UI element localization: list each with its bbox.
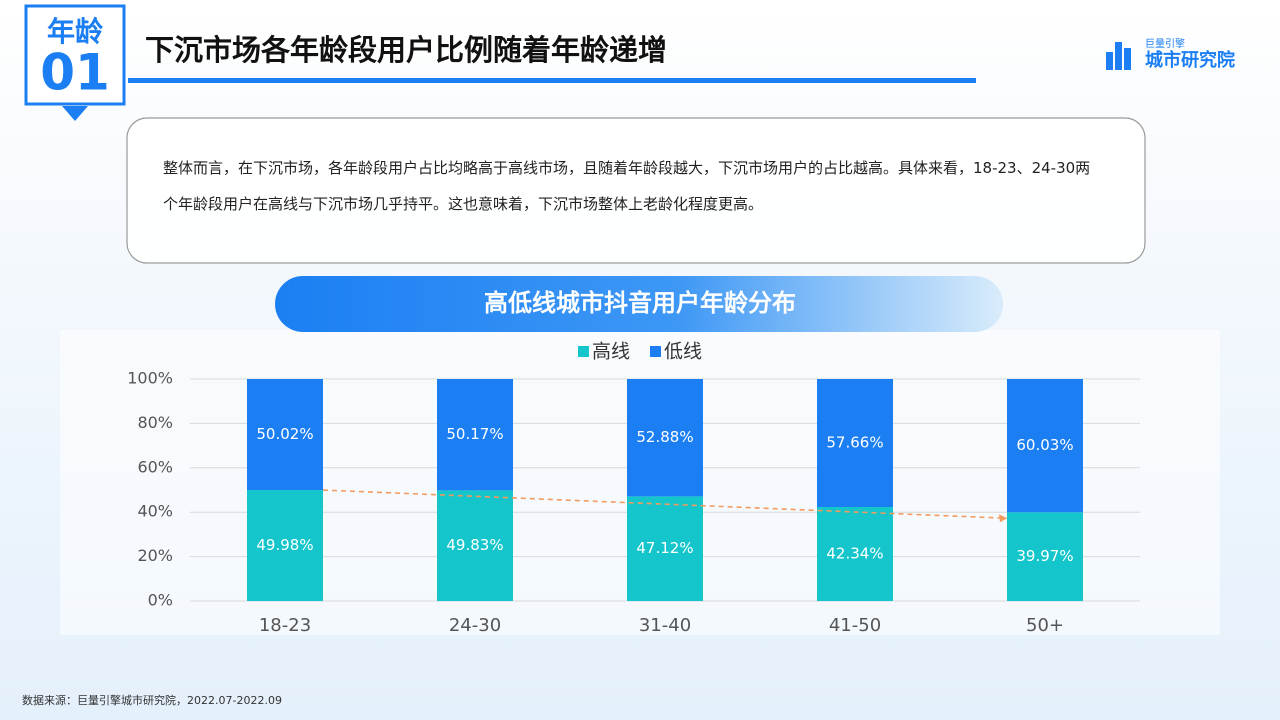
y-tick-label: 0% <box>148 591 173 610</box>
value-label: 60.03% <box>1016 436 1073 454</box>
value-label: 39.97% <box>1016 547 1073 565</box>
x-tick-label: 18-23 <box>259 615 311 636</box>
y-tick-label: 40% <box>137 502 173 521</box>
legend-swatch <box>650 346 661 357</box>
value-label: 50.02% <box>256 425 313 443</box>
badge-box <box>24 4 126 106</box>
logo-top: 巨量引擎 <box>1145 37 1185 50</box>
chart-title-banner <box>275 276 1003 332</box>
chart-title: 高低线城市抖音用户年龄分布 <box>484 289 796 317</box>
badge-number: 01 <box>40 44 110 102</box>
value-label: 49.83% <box>446 536 503 554</box>
trend-arrow <box>999 514 1007 523</box>
bar-segment <box>247 379 323 491</box>
value-label: 49.98% <box>256 536 313 554</box>
bar-segment <box>627 379 703 497</box>
bar-segment <box>437 490 513 601</box>
summary-box <box>126 117 1146 264</box>
y-tick-label: 100% <box>127 369 173 388</box>
x-tick-label: 31-40 <box>639 615 691 636</box>
bar-segment <box>1007 379 1083 513</box>
bar-segment <box>1007 512 1083 601</box>
x-tick-label: 24-30 <box>449 615 501 636</box>
x-tick-label: 41-50 <box>829 615 881 636</box>
trend-line <box>322 489 1008 520</box>
value-label: 57.66% <box>826 434 883 452</box>
badge-pointer <box>62 106 88 121</box>
value-label: 47.12% <box>636 539 693 557</box>
y-tick-label: 60% <box>137 457 173 476</box>
title-underline <box>128 78 976 83</box>
x-tick-label: 50+ <box>1026 615 1064 636</box>
logo-icon <box>1106 42 1131 70</box>
page-title: 下沉市场各年龄段用户比例随着年龄递增 <box>145 33 667 67</box>
value-label: 42.34% <box>826 545 883 563</box>
badge-label: 年龄 <box>47 15 104 48</box>
bar-segment <box>627 496 703 601</box>
bar-segment <box>817 379 893 508</box>
bar-segment <box>817 507 893 601</box>
legend-label: 低线 <box>664 341 702 363</box>
bar-segment <box>247 490 323 601</box>
legend-swatch <box>578 346 589 357</box>
value-label: 52.88% <box>636 428 693 446</box>
source-note: 数据来源：巨量引擎城市研究院，2022.07-2022.09 <box>22 693 282 707</box>
y-tick-label: 20% <box>137 546 173 565</box>
legend-label: 高线 <box>592 341 630 363</box>
logo-bottom: 城市研究院 <box>1145 49 1235 71</box>
summary-text: 整体而言，在下沉市场，各年龄段用户占比均略高于高线市场，且随着年龄段越大，下沉市… <box>163 159 1091 213</box>
bar-segment <box>437 379 513 491</box>
value-label: 50.17% <box>446 425 503 443</box>
y-tick-label: 80% <box>137 413 173 432</box>
